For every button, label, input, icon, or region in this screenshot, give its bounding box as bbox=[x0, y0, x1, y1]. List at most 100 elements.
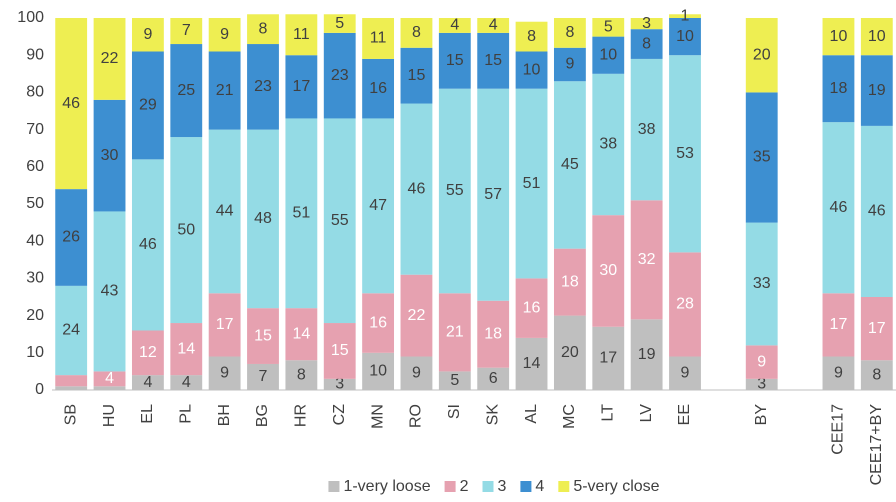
data-label: 9 bbox=[681, 364, 690, 381]
bar-segment bbox=[553, 81, 586, 249]
bar-segment bbox=[477, 300, 510, 368]
data-label: 17 bbox=[292, 78, 310, 95]
data-label: 22 bbox=[408, 307, 426, 324]
bar-segment bbox=[131, 330, 164, 376]
data-label: 9 bbox=[220, 364, 229, 381]
data-label: 8 bbox=[527, 28, 536, 45]
bar-segment bbox=[247, 129, 279, 309]
data-label: 10 bbox=[676, 28, 694, 45]
bar-segment bbox=[362, 293, 395, 353]
bar-segment bbox=[131, 375, 164, 390]
data-label: 10 bbox=[599, 46, 617, 63]
y-tick-label: 100 bbox=[17, 9, 44, 26]
data-label: 47 bbox=[369, 197, 387, 214]
data-label: 11 bbox=[370, 30, 387, 47]
data-label: 4 bbox=[182, 374, 191, 391]
data-label: 38 bbox=[638, 121, 656, 138]
bar-segment bbox=[630, 58, 663, 201]
bar-segment bbox=[400, 18, 433, 48]
data-label: 3 bbox=[642, 15, 651, 32]
data-label: 5 bbox=[335, 15, 344, 32]
data-label: 46 bbox=[868, 203, 886, 220]
data-label: 14 bbox=[523, 355, 541, 372]
bar-segment bbox=[208, 51, 241, 130]
x-tick-label: RO bbox=[408, 404, 425, 428]
data-label: 9 bbox=[412, 364, 421, 381]
bar-segment bbox=[208, 293, 241, 357]
data-label: 17 bbox=[830, 316, 848, 333]
bar-segment bbox=[170, 44, 203, 138]
data-label: 12 bbox=[139, 344, 157, 361]
legend-label: 4 bbox=[535, 478, 544, 495]
bar-segment bbox=[323, 32, 356, 119]
x-tick-label: HU bbox=[101, 404, 118, 427]
bar-segment bbox=[247, 14, 279, 45]
data-label: 23 bbox=[331, 67, 349, 84]
bar-segment bbox=[515, 278, 548, 338]
bar-segment bbox=[745, 18, 778, 93]
data-label: 30 bbox=[599, 262, 617, 279]
x-tick-label: AL bbox=[523, 404, 540, 424]
data-label: 8 bbox=[872, 366, 881, 383]
bar-segment bbox=[55, 285, 88, 376]
data-label: 4 bbox=[105, 370, 114, 387]
data-label: 1 bbox=[681, 7, 690, 24]
data-label: 32 bbox=[638, 251, 656, 268]
bar-segment bbox=[745, 222, 778, 346]
data-label: 10 bbox=[369, 363, 387, 380]
data-label: 10 bbox=[868, 28, 886, 45]
x-tick-label: LV bbox=[638, 404, 655, 423]
bar-segment bbox=[822, 356, 855, 390]
legend-swatch bbox=[482, 481, 494, 492]
legend-label: 5-very close bbox=[573, 478, 659, 495]
data-label: 15 bbox=[331, 342, 349, 359]
data-label: 8 bbox=[565, 24, 574, 41]
data-label: 18 bbox=[561, 273, 579, 290]
data-label: 46 bbox=[62, 95, 80, 112]
data-label: 30 bbox=[101, 147, 119, 164]
bar-segment bbox=[55, 386, 88, 390]
bar-segment bbox=[860, 297, 893, 361]
data-label: 10 bbox=[830, 28, 848, 45]
bar-segment bbox=[669, 55, 701, 253]
data-label: 4 bbox=[143, 374, 152, 391]
data-label: 9 bbox=[834, 364, 843, 381]
bar-segment bbox=[592, 326, 625, 390]
bar-segment bbox=[745, 345, 778, 379]
x-tick-label: EL bbox=[139, 404, 156, 424]
x-tick-label: LT bbox=[599, 404, 616, 422]
data-label: 4 bbox=[489, 17, 498, 34]
data-label: 14 bbox=[292, 325, 310, 342]
bar-segment bbox=[400, 103, 433, 275]
legend-swatch bbox=[558, 481, 570, 492]
x-tick-label: SK bbox=[484, 404, 501, 426]
data-label: 16 bbox=[369, 80, 387, 97]
bar-segment bbox=[438, 371, 471, 390]
legend-item: 3 bbox=[482, 478, 507, 495]
data-label: 51 bbox=[292, 205, 310, 222]
x-tick-label: BH bbox=[216, 404, 233, 426]
data-label: 46 bbox=[139, 236, 157, 253]
bar-segment bbox=[323, 118, 356, 324]
bar-segment bbox=[285, 14, 318, 56]
data-label: 3 bbox=[757, 376, 766, 393]
bar-segment bbox=[208, 356, 241, 390]
data-label: 17 bbox=[216, 316, 234, 333]
data-label: 10 bbox=[523, 61, 541, 78]
legend-swatch bbox=[328, 481, 340, 492]
data-label: 28 bbox=[676, 296, 694, 313]
y-tick-label: 20 bbox=[26, 307, 44, 324]
legend-item: 1-very loose bbox=[328, 478, 431, 495]
bar-segment bbox=[477, 367, 510, 390]
data-label: 20 bbox=[753, 46, 771, 63]
bar-segment bbox=[55, 18, 88, 190]
data-label: 21 bbox=[446, 324, 464, 341]
data-label: 44 bbox=[216, 203, 234, 220]
data-label: 8 bbox=[412, 24, 421, 41]
bar-segment bbox=[745, 378, 778, 390]
data-label: 15 bbox=[446, 52, 464, 69]
data-label: 19 bbox=[868, 82, 886, 99]
bar-segment bbox=[669, 252, 701, 357]
data-label: 35 bbox=[753, 149, 771, 166]
data-label: 25 bbox=[177, 82, 195, 99]
